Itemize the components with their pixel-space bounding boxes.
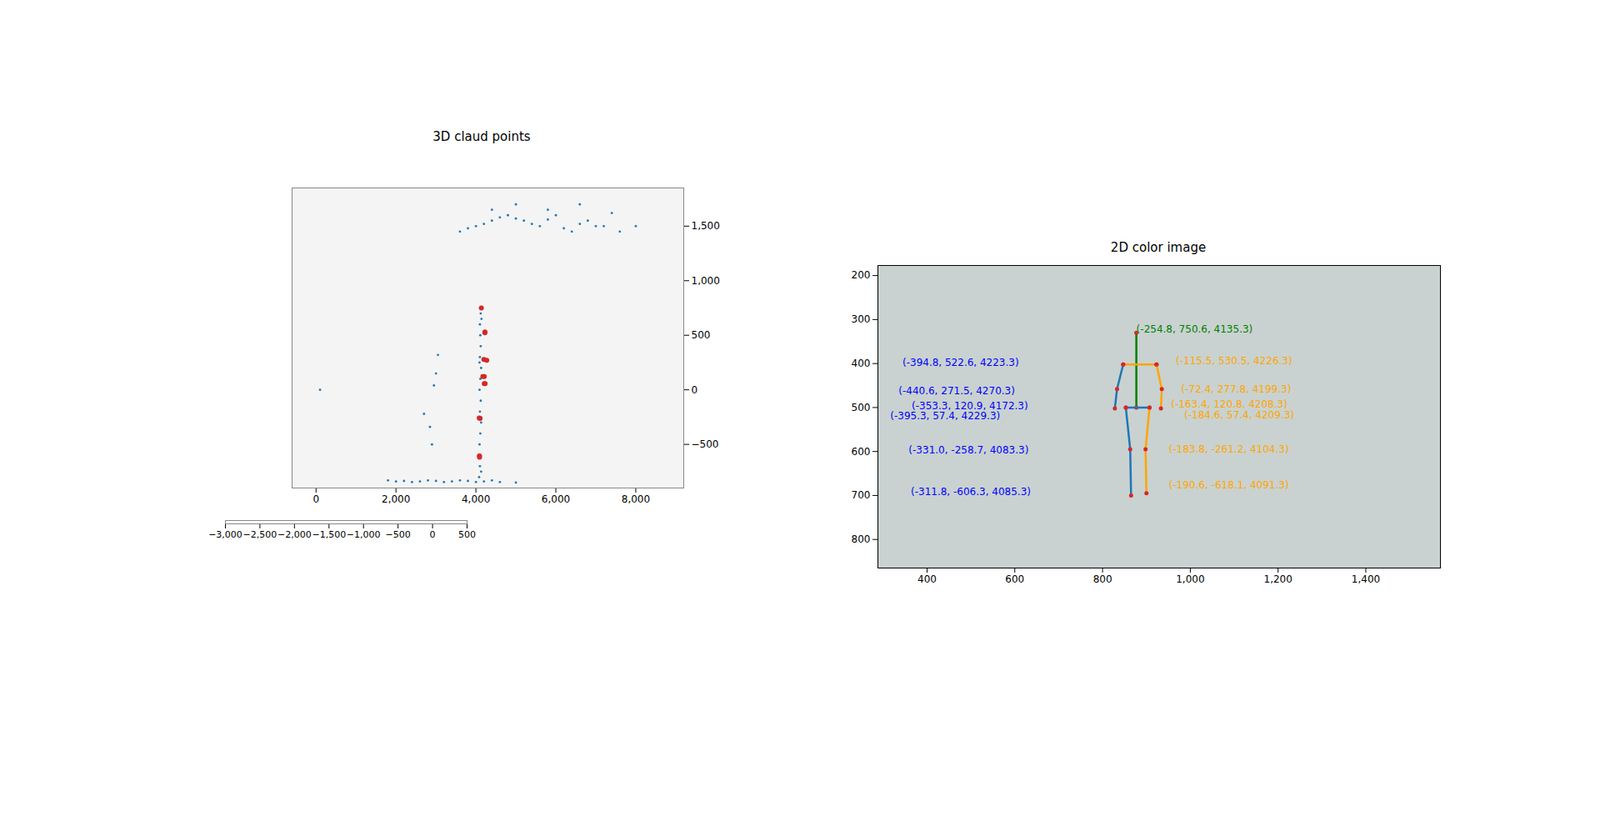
svg-text:−3,000: −3,000: [208, 529, 243, 540]
svg-text:(-190.6, -618.1, 4091.3): (-190.6, -618.1, 4091.3): [1169, 479, 1290, 491]
svg-text:(-183.8, -261.2, 4104.3): (-183.8, -261.2, 4104.3): [1169, 443, 1290, 455]
svg-text:1,400: 1,400: [1351, 573, 1380, 585]
svg-text:1,000: 1,000: [1175, 573, 1205, 585]
svg-text:(-72.4, 277.8, 4199.3): (-72.4, 277.8, 4199.3): [1180, 383, 1291, 395]
svg-text:0: 0: [430, 529, 436, 540]
svg-text:400: 400: [851, 357, 871, 370]
svg-text:2,000: 2,000: [381, 493, 410, 505]
svg-text:4,000: 4,000: [461, 493, 490, 505]
svg-text:−2,500: −2,500: [243, 529, 278, 540]
svg-text:(-254.8, 750.6, 4135.3): (-254.8, 750.6, 4135.3): [1136, 323, 1254, 335]
svg-text:(-440.6, 271.5, 4270.3): (-440.6, 271.5, 4270.3): [898, 385, 1015, 397]
svg-text:0: 0: [312, 493, 320, 505]
svg-text:500: 500: [691, 329, 711, 341]
svg-text:(-163.4, 120.8, 4208.3): (-163.4, 120.8, 4208.3): [1170, 398, 1288, 410]
svg-text:(-311.8, -606.3, 4085.3): (-311.8, -606.3, 4085.3): [910, 485, 1031, 498]
svg-text:−500: −500: [385, 529, 411, 540]
svg-text:200: 200: [851, 269, 871, 281]
svg-text:300: 300: [851, 313, 871, 325]
svg-text:(-115.5, 530.5, 4226.3): (-115.5, 530.5, 4226.3): [1175, 355, 1293, 367]
svg-text:400: 400: [917, 573, 937, 585]
svg-text:800: 800: [851, 533, 871, 545]
svg-text:800: 800: [1093, 573, 1113, 585]
svg-text:−500: −500: [691, 438, 720, 450]
svg-text:500: 500: [851, 401, 871, 414]
svg-text:1,500: 1,500: [691, 220, 720, 232]
svg-text:600: 600: [851, 445, 871, 458]
svg-text:8,000: 8,000: [621, 493, 650, 505]
svg-text:700: 700: [851, 489, 871, 501]
svg-text:6,000: 6,000: [541, 493, 570, 505]
svg-text:600: 600: [1005, 573, 1025, 585]
svg-text:0: 0: [691, 384, 699, 396]
svg-text:−1,000: −1,000: [346, 529, 381, 540]
html-text:2D color image: 2D color image: [1110, 240, 1206, 255]
svg-text:(-184.6, 57.4, 4209.3): (-184.6, 57.4, 4209.3): [1184, 409, 1295, 421]
svg-text:(-394.8, 522.6, 4223.3): (-394.8, 522.6, 4223.3): [902, 356, 1020, 369]
svg-text:(-331.0, -258.7, 4083.3): (-331.0, -258.7, 4083.3): [908, 444, 1029, 456]
svg-text:−2,000: −2,000: [277, 529, 312, 540]
svg-text:1,200: 1,200: [1264, 573, 1293, 585]
svg-text:−1,500: −1,500: [311, 529, 346, 540]
svg-text:(-395.3, 57.4, 4229.3): (-395.3, 57.4, 4229.3): [890, 410, 1000, 422]
svg-text:(-353.3, 120.9, 4172.3): (-353.3, 120.9, 4172.3): [911, 400, 1029, 412]
svg-text:1,000: 1,000: [691, 275, 720, 287]
svg-text:500: 500: [458, 529, 476, 540]
html-text:3D claud points: 3D claud points: [432, 129, 531, 145]
